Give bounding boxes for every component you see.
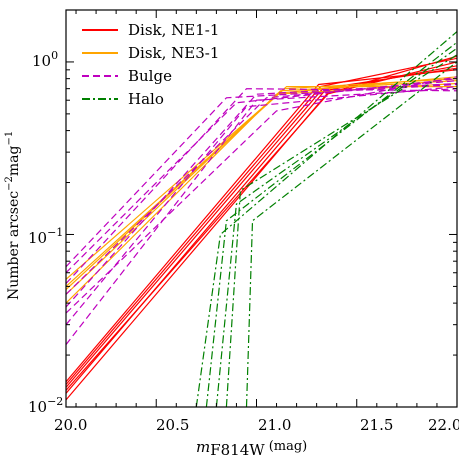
series-2-line-1 [66, 86, 457, 326]
series-0-line-0 [66, 61, 457, 401]
ticks-layer [66, 9, 458, 408]
y-tick-label-1: 10−1 [28, 226, 63, 247]
x-tick-label-1: 20.5 [156, 416, 189, 434]
series-3-line-4 [245, 61, 457, 407]
series-2-line-2 [66, 82, 457, 308]
series-2-line-5 [66, 78, 457, 274]
series-0-line-4 [66, 69, 457, 383]
series-3-line-2 [215, 47, 457, 407]
legend-label-bulge: Bulge [128, 67, 172, 85]
x-axis-label: mF814W (mag) [196, 438, 307, 459]
series-0-line-5 [66, 55, 457, 391]
series-layer [66, 31, 457, 407]
series-3-line-3 [225, 54, 457, 407]
series-1-line-2 [66, 78, 457, 287]
x-tick-label-0: 20.0 [54, 416, 87, 434]
series-2-line-6 [66, 83, 457, 268]
series-2-line-3 [66, 80, 457, 295]
series-0-line-1 [66, 65, 457, 394]
series-2-line-7 [66, 76, 457, 314]
series-1-line-3 [66, 85, 457, 280]
series-2-line-0 [66, 88, 457, 345]
y-axis-label: Number arcsec−2mag−1 [4, 131, 22, 300]
series-1-line-1 [66, 80, 457, 295]
series-2-line-4 [66, 88, 457, 284]
x-tick-label-3: 21.5 [360, 416, 393, 434]
x-tick-label-2: 21.0 [258, 416, 291, 434]
legend: Disk, NE1-1 Disk, NE3-1 Bulge Halo [82, 21, 219, 108]
series-3-line-1 [205, 41, 457, 407]
series-1-line-4 [66, 76, 457, 290]
legend-label-disk-ne1: Disk, NE1-1 [128, 21, 219, 39]
x-tick-label-4: 22.0 [428, 416, 459, 434]
legend-label-halo: Halo [128, 90, 164, 108]
legend-label-disk-ne3: Disk, NE3-1 [128, 44, 219, 62]
y-tick-label-2: 100 [32, 49, 58, 70]
plot-frame [65, 9, 458, 408]
y-tick-label-0: 10−2 [28, 395, 63, 416]
